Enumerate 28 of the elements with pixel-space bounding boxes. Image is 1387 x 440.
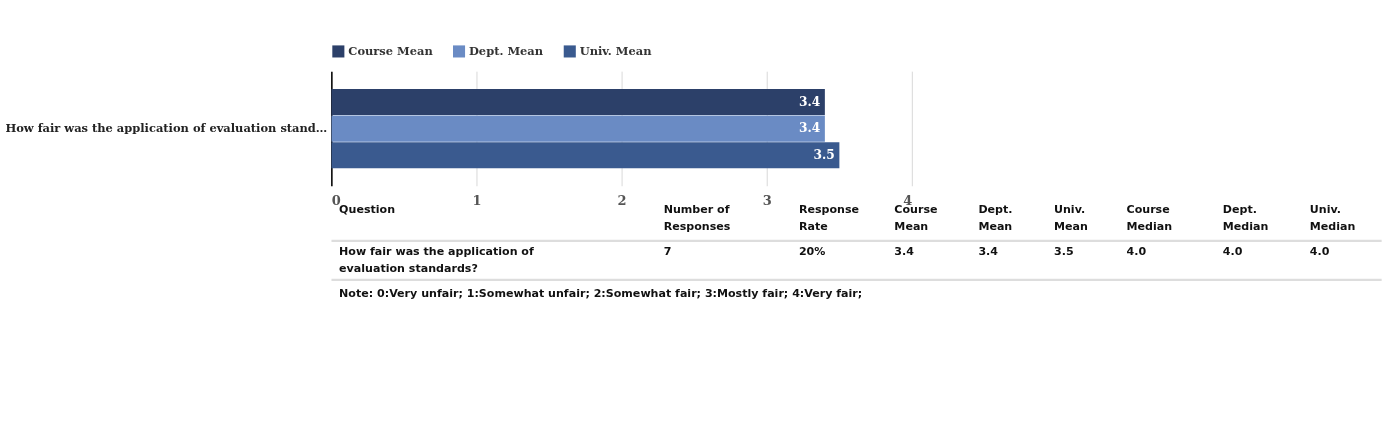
text: 3.4 [978,245,999,259]
text: Univ. Mean [1054,203,1088,234]
text: Question [339,203,396,217]
x-tick-label: 3 [762,193,772,209]
text: Dept. Median [1222,203,1269,234]
text: 3.4 [894,245,915,259]
x-tick-label: 2 [617,193,627,209]
text: Dept. Mean [978,203,1013,234]
data-label: 3.4 [799,121,821,136]
data-label: 3.4 [799,94,821,109]
text: Note: 0:Very unfair; 1:Somewhat unfair; 2:Somewhat fair; 3:Mostly fair; 4:Very fair; [339,287,863,301]
legend-label: Univ. Mean [579,44,653,59]
text: 7 [663,245,672,259]
text: How fair was the application of evaluation standards? [339,245,534,276]
text: 3.5 [1054,245,1074,259]
x-tick-label: 1 [472,193,482,209]
text: 20% [798,245,826,259]
text: 4.0 [1309,245,1330,259]
y-tick-label: How fair was the application of evaluation stand… [5,121,328,136]
data-label: 3.5 [813,148,835,163]
text: Number of Responses [663,203,731,234]
text: Response Rate [798,203,859,234]
legend-label: Dept. Mean [468,44,544,59]
text: Univ. Median [1309,203,1356,234]
legend-label: Course Mean [348,44,434,59]
text: 4.0 [1222,245,1243,259]
text: 4.0 [1126,245,1147,259]
text: Course Median [1126,203,1173,234]
